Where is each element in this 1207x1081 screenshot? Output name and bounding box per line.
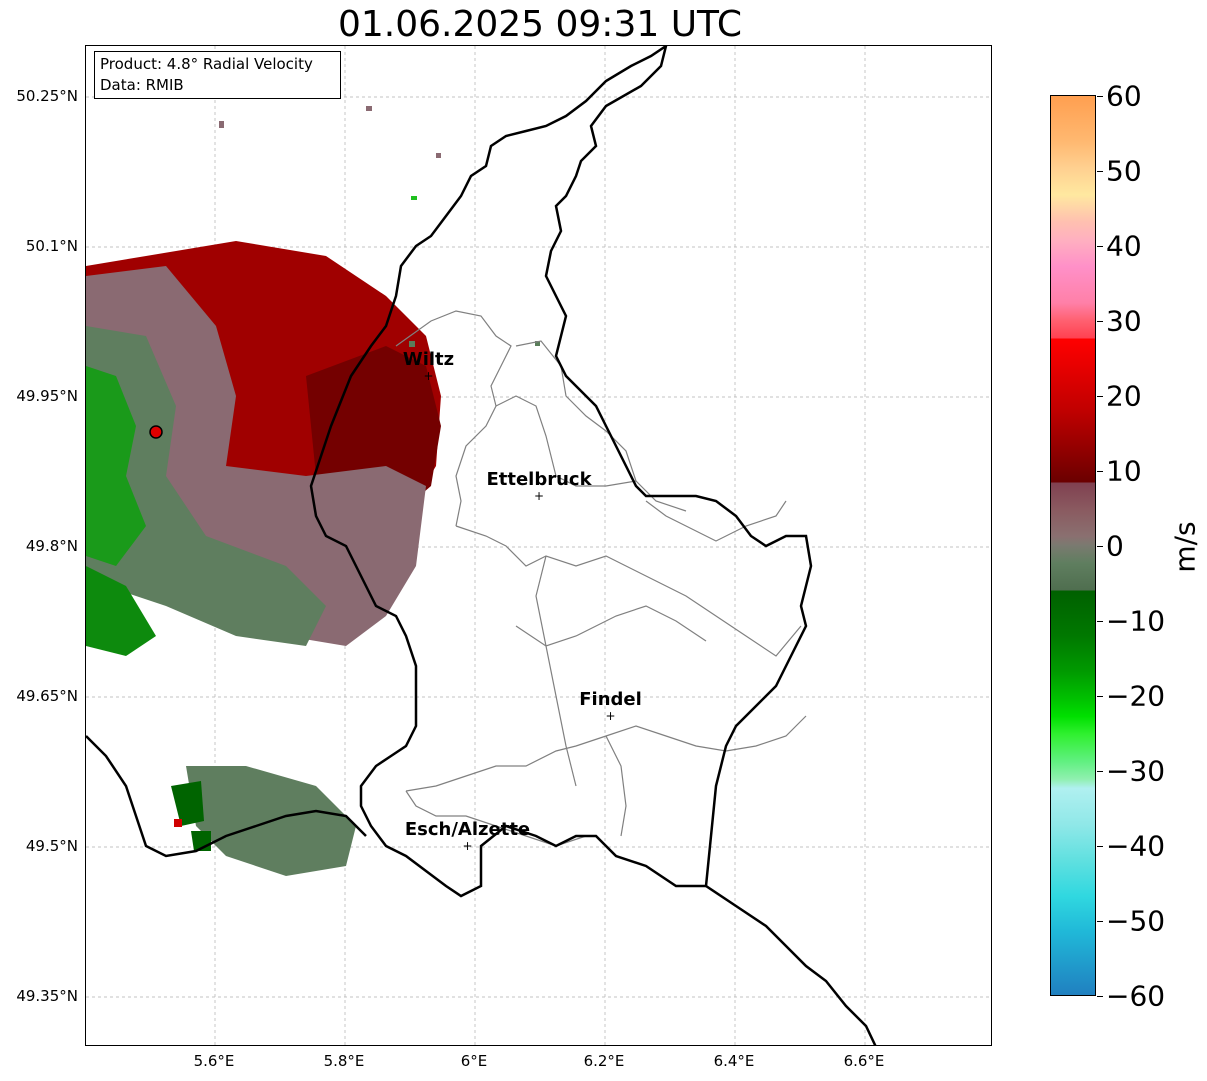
radar-echoes [86, 106, 540, 876]
colorbar-tick-label: −10 [1106, 604, 1166, 638]
colorbar-tick-label: 20 [1106, 379, 1142, 413]
data-source-label: Data: RMIB [100, 76, 184, 94]
latitude-label: 49.8°N [25, 537, 78, 555]
radar-map [85, 45, 992, 1046]
colorbar-tick [1097, 246, 1103, 247]
echo-speck-5 [366, 106, 372, 111]
echo-inbound-weak [86, 326, 326, 646]
longitude-label: 6.2°E [583, 1052, 625, 1070]
echo-inbound-strong-south [86, 566, 156, 656]
echo-south-outbound [174, 819, 182, 827]
colorbar-tick [1097, 921, 1103, 922]
latitude-label: 50.25°N [16, 87, 78, 105]
city-marker-icon: + [423, 369, 434, 383]
latitude-label: 49.35°N [16, 987, 78, 1005]
echo-speck-4 [219, 121, 224, 128]
product-info-box: Product: 4.8° Radial Velocity Data: RMIB [94, 51, 341, 99]
colorbar-tick [1097, 696, 1103, 697]
longitude-label: 6.6°E [843, 1052, 885, 1070]
velocity-colorbar [1050, 95, 1096, 996]
city-label: Esch/Alzette [404, 819, 531, 840]
city-marker-icon: + [605, 709, 616, 723]
map-title: 01.06.2025 09:31 UTC [337, 4, 743, 45]
latitude-label: 49.65°N [16, 687, 78, 705]
colorbar-tick-label: 60 [1106, 79, 1142, 113]
colorbar-tick [1097, 396, 1103, 397]
longitude-label: 5.6°E [193, 1052, 235, 1070]
longitude-label: 6.4°E [713, 1052, 755, 1070]
city-label: Wiltz [402, 349, 455, 370]
colorbar-tick-label: 50 [1106, 154, 1142, 188]
echo-south-strong [171, 781, 204, 826]
colorbar-tick [1097, 471, 1103, 472]
colorbar-tick-label: −50 [1106, 904, 1166, 938]
echo-speck-6 [436, 153, 441, 158]
colorbar-tick-label: 0 [1106, 529, 1124, 563]
belgium-france-border [86, 735, 367, 858]
colorbar-tick-label: 10 [1106, 454, 1142, 488]
colorbar-tick [1097, 846, 1103, 847]
city-marker-icon: + [533, 489, 545, 503]
longitude-label: 6°E [460, 1052, 488, 1070]
echo-speck-3 [411, 196, 417, 200]
city-label: Ettelbruck [486, 469, 592, 490]
canton-borders [395, 310, 807, 847]
colorbar-tick-label: −30 [1106, 754, 1166, 788]
luxembourg-border [309, 46, 813, 898]
colorbar-tick-label: −60 [1106, 979, 1166, 1013]
colorbar-tick [1097, 621, 1103, 622]
product-label: Product: 4.8° Radial Velocity [100, 55, 313, 73]
colorbar-tick [1097, 96, 1103, 97]
map-canvas [86, 46, 991, 1045]
colorbar-tick-label: 40 [1106, 229, 1142, 263]
longitude-label: 5.8°E [323, 1052, 365, 1070]
colorbar-tick-label: −40 [1106, 829, 1166, 863]
colorbar-tick [1097, 996, 1103, 997]
city-marker-icon: + [462, 839, 473, 853]
echo-speck-1 [409, 341, 415, 347]
latitude-label: 49.5°N [25, 837, 78, 855]
colorbar-tick [1097, 546, 1103, 547]
colorbar-unit-label: m/s [1168, 521, 1202, 573]
radar-site-marker [149, 425, 163, 439]
echo-speck-2 [535, 341, 540, 346]
colorbar-tick-label: −20 [1106, 679, 1166, 713]
latitude-label: 50.1°N [25, 237, 78, 255]
latitude-label: 49.95°N [16, 387, 78, 405]
colorbar-tick [1097, 321, 1103, 322]
colorbar-tick [1097, 771, 1103, 772]
colorbar-tick [1097, 171, 1103, 172]
country-borders [86, 46, 877, 1045]
germany-border [705, 884, 877, 1045]
city-label: Findel [579, 689, 642, 710]
echo-inbound-strong [86, 366, 146, 566]
colorbar-tick-label: 30 [1106, 304, 1142, 338]
